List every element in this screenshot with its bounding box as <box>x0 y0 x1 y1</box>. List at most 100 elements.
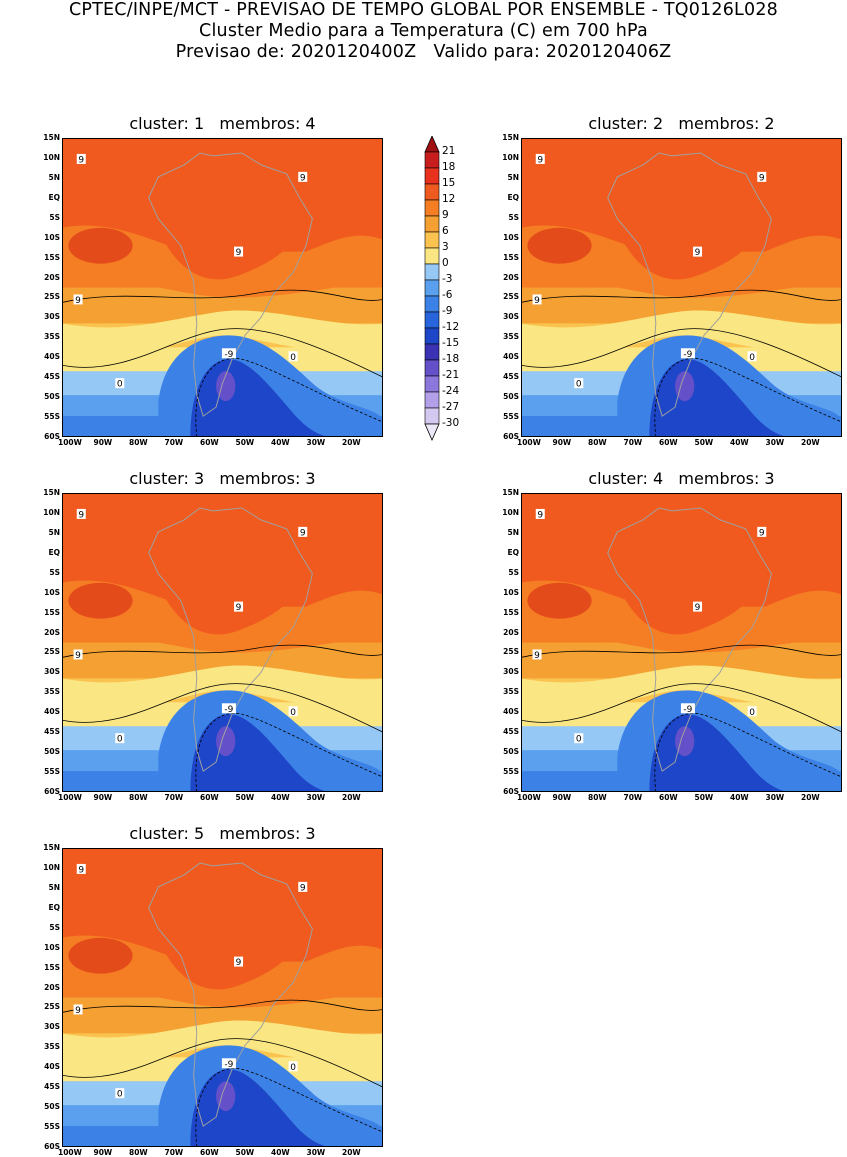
lon-tick-label: 50W <box>235 1148 255 1157</box>
svg-text:0: 0 <box>117 380 123 390</box>
contour-label: 0 <box>288 1061 298 1073</box>
lon-tick-label: 60W <box>659 438 678 447</box>
svg-text:9: 9 <box>537 510 543 520</box>
contour-label: 9 <box>757 526 767 538</box>
lon-tick-label: 100W <box>58 438 82 447</box>
lon-tick-label: 70W <box>164 793 184 802</box>
lon-tick-label: 50W <box>694 438 714 447</box>
lon-tick-label: 50W <box>235 438 255 447</box>
contour-label: 9 <box>76 153 86 165</box>
colorbar-level-label: 9 <box>442 209 449 221</box>
svg-text:0: 0 <box>117 1090 123 1100</box>
svg-text:0: 0 <box>290 353 296 363</box>
lat-tick-label: 5S <box>508 567 519 577</box>
lat-tick-label: 10S <box>503 587 519 597</box>
svg-text:9: 9 <box>759 173 765 183</box>
south-america-outline <box>148 862 313 1127</box>
lon-tick-label: 80W <box>588 438 607 447</box>
colorbar-swatch <box>424 311 440 329</box>
lat-tick-label: 55S <box>503 412 519 422</box>
lat-tick-label: 25S <box>44 1002 60 1012</box>
lat-tick-label: EQ <box>48 192 61 202</box>
lat-tick-label: 60S <box>44 787 60 796</box>
lat-tick-label: 35S <box>44 687 60 697</box>
temperature-map-3: 9 9 9 9 0 0 -9 <box>62 493 383 792</box>
contour-label: 0 <box>288 351 298 363</box>
zero-band <box>62 665 383 716</box>
svg-text:9: 9 <box>75 651 81 661</box>
lon-tick-label: 80W <box>129 1148 148 1157</box>
lat-tick-label: 20S <box>503 627 519 637</box>
lon-tick-label: 90W <box>93 438 113 447</box>
lat-tick-label: 50S <box>44 392 60 402</box>
lat-tick-label: 10S <box>44 587 60 597</box>
lat-tick-label: 15S <box>503 252 519 262</box>
svg-text:0: 0 <box>290 708 296 718</box>
colorbar-level-label: 18 <box>442 161 456 173</box>
lon-tick-label: 90W <box>93 793 113 802</box>
hot-core <box>601 500 760 635</box>
lon-tick-label: 80W <box>129 793 148 802</box>
panel-title-1: cluster: 1 membros: 4 <box>129 114 316 133</box>
colorbar-swatch <box>424 199 440 217</box>
colorbar-level-label: 3 <box>442 241 449 253</box>
colorbar-swatch <box>424 215 440 233</box>
lat-tick-label: 10S <box>503 232 519 242</box>
lat-tick-label: 20S <box>44 627 60 637</box>
lon-tick-label: 20W <box>342 793 361 802</box>
lat-tick-label: 60S <box>44 1142 60 1151</box>
contour-label: -9 <box>680 703 695 715</box>
lat-tick-label: EQ <box>48 902 61 912</box>
lon-tick-label: 90W <box>552 438 572 447</box>
lat-tick-label: 10S <box>44 232 60 242</box>
lat-tick-label: 10N <box>502 152 519 162</box>
lat-tick-label: 40S <box>44 352 60 362</box>
colorbar-swatches <box>424 136 440 441</box>
svg-text:9: 9 <box>75 1006 81 1016</box>
svg-text:9: 9 <box>534 296 540 306</box>
lat-tick-label: 40S <box>503 352 519 362</box>
colorbar-level-label: -9 <box>442 305 453 317</box>
colorbar-swatch <box>424 375 440 393</box>
lon-tick-label: 40W <box>271 793 290 802</box>
colorbar-level-label: 21 <box>442 145 456 157</box>
contour-label: 9 <box>298 526 308 538</box>
svg-text:9: 9 <box>300 883 306 893</box>
contour-label: 9 <box>298 881 308 893</box>
svg-text:-9: -9 <box>224 1060 233 1070</box>
lat-tick-label: 45S <box>44 727 60 737</box>
lon-tick-label: 70W <box>623 793 643 802</box>
contour-label: 9 <box>693 246 703 258</box>
lat-tick-label: 55S <box>44 1122 60 1132</box>
south-america-outline <box>607 507 772 772</box>
lat-tick-label: 45S <box>503 727 519 737</box>
map-frame <box>62 493 383 792</box>
colorbar-level-label: -6 <box>442 289 453 301</box>
lon-tick-label: 50W <box>694 793 714 802</box>
colorbar-swatch <box>424 167 440 185</box>
colorbar-swatch <box>424 407 440 425</box>
zero-band <box>521 310 842 361</box>
lat-tick-label: 5S <box>49 567 60 577</box>
contour-label: -9 <box>221 703 236 715</box>
contour-label: 9 <box>76 863 86 875</box>
svg-text:9: 9 <box>75 296 81 306</box>
colorbar-swatch <box>424 391 440 409</box>
lon-tick-label: 70W <box>164 1148 184 1157</box>
colorbar-swatch <box>424 295 440 313</box>
svg-text:9: 9 <box>78 510 84 520</box>
svg-text:0: 0 <box>749 353 755 363</box>
hot-spot-west <box>527 582 592 619</box>
lat-tick-label: 15S <box>44 252 60 262</box>
hot-core <box>601 145 760 280</box>
lat-tick-label: 5S <box>49 922 60 932</box>
lat-tick-label: 40S <box>44 1062 60 1072</box>
contour-minus-9 <box>654 712 842 792</box>
lat-tick-label: 40S <box>503 707 519 717</box>
lon-tick-label: 70W <box>164 438 184 447</box>
colorbar-level-label: -12 <box>442 321 460 333</box>
svg-text:0: 0 <box>290 1063 296 1073</box>
lat-tick-label: 5N <box>507 172 520 182</box>
contour-label: 9 <box>298 171 308 183</box>
contour-9 <box>521 644 842 658</box>
